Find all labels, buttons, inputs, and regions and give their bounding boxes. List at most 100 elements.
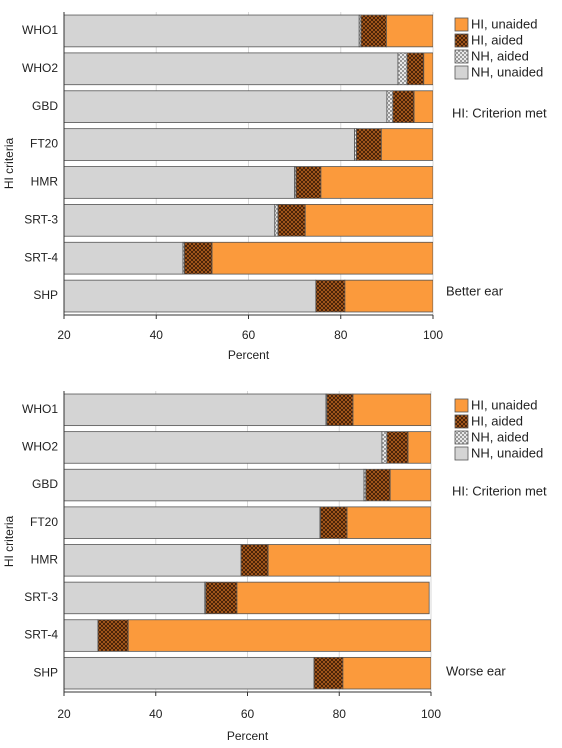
bar-segment xyxy=(64,431,383,464)
bar-segment xyxy=(320,506,348,539)
bar-segment xyxy=(365,468,391,502)
bar-segment xyxy=(64,14,360,48)
y-tick-label: SRT-3 xyxy=(24,212,58,226)
bar-segment xyxy=(304,204,433,237)
bar-segment xyxy=(64,279,317,313)
x-tick-label: 100 xyxy=(421,707,441,721)
y-tick-label: WHO1 xyxy=(22,23,58,37)
bar-segment xyxy=(64,468,365,502)
bar-segment xyxy=(413,90,433,123)
bar-segment xyxy=(380,128,433,161)
y-axis-label: HI criteria xyxy=(2,138,16,190)
y-tick-label: FT20 xyxy=(30,515,58,529)
bar-segment xyxy=(326,393,354,427)
bar-segment xyxy=(240,544,269,577)
legend-swatch xyxy=(454,65,469,80)
bar-segment xyxy=(356,128,382,161)
annotation: HI: Criterion met xyxy=(452,483,547,498)
bar-segment xyxy=(386,90,394,123)
y-tick-label: GBD xyxy=(32,99,58,113)
bar-segment xyxy=(407,431,431,464)
bar-segment xyxy=(346,506,431,539)
y-tick-label: GBD xyxy=(32,477,58,491)
bar-segment xyxy=(320,166,433,199)
bar-segment xyxy=(423,52,433,86)
legend-label: NH, aided xyxy=(471,429,529,444)
legend-swatch xyxy=(454,414,469,429)
legend-label: NH, unaided xyxy=(471,64,543,79)
x-tick-label: 100 xyxy=(423,328,443,342)
legend-label: HI, unaided xyxy=(471,16,538,31)
x-tick-label: 40 xyxy=(150,328,164,342)
legend-label: HI, aided xyxy=(471,32,523,47)
bar-segment xyxy=(236,581,430,615)
bar-segment xyxy=(392,90,415,123)
x-axis-label: Percent xyxy=(227,729,269,743)
bar-segment xyxy=(386,14,433,48)
bar-segment xyxy=(277,204,306,237)
bar-segment xyxy=(295,166,322,199)
bar-segment xyxy=(64,128,355,161)
legend-swatch xyxy=(454,398,469,413)
legend-label: HI, aided xyxy=(471,413,523,428)
legend-swatch xyxy=(454,49,469,64)
bar-segment xyxy=(389,468,431,502)
bar-segment xyxy=(386,431,409,464)
bar-segment xyxy=(64,581,206,615)
y-tick-label: WHO1 xyxy=(22,402,58,416)
bar-segment xyxy=(344,279,433,313)
bar-segment xyxy=(64,506,321,539)
bar-segment xyxy=(267,544,431,577)
bar-segment xyxy=(64,393,327,427)
legend-label: HI, unaided xyxy=(471,397,538,412)
y-tick-label: SHP xyxy=(33,288,58,302)
legend-label: NH, aided xyxy=(471,48,529,63)
y-tick-label: WHO2 xyxy=(22,440,58,454)
y-tick-label: WHO2 xyxy=(22,61,58,75)
y-tick-label: SHP xyxy=(33,665,58,679)
bar-segment xyxy=(64,241,184,275)
legend-swatch xyxy=(454,446,469,461)
annotation: Worse ear xyxy=(446,663,506,678)
bars xyxy=(64,393,431,690)
y-tick-label: SRT-3 xyxy=(24,590,58,604)
bar-segment xyxy=(64,90,388,123)
bar-segment xyxy=(313,656,344,690)
x-tick-label: 60 xyxy=(241,707,255,721)
y-tick-label: SRT-4 xyxy=(24,628,58,642)
x-tick-label: 60 xyxy=(242,328,256,342)
legend-swatch xyxy=(454,430,469,445)
y-tick-label: SRT-4 xyxy=(24,250,58,264)
bar-segment xyxy=(183,241,213,275)
bar-segment xyxy=(64,656,315,690)
bar-segment xyxy=(205,581,238,615)
bar-segment xyxy=(352,393,431,427)
x-axis-label: Percent xyxy=(228,348,270,362)
x-tick-label: 40 xyxy=(149,707,163,721)
x-tick-label: 80 xyxy=(334,328,348,342)
bar-segment xyxy=(360,14,387,48)
bars xyxy=(64,14,433,313)
bar-segment xyxy=(64,52,399,86)
y-tick-label: HMR xyxy=(31,552,59,566)
legend-swatch xyxy=(454,33,469,48)
bar-segment xyxy=(381,431,388,464)
bar-segment xyxy=(211,241,433,275)
bar-segment xyxy=(97,619,129,652)
bar-segment xyxy=(274,204,279,237)
y-tick-label: FT20 xyxy=(30,137,58,151)
bar-segment xyxy=(315,279,346,313)
y-axis-label: HI criteria xyxy=(2,516,16,568)
bar-segment xyxy=(127,619,431,652)
x-tick-label: 20 xyxy=(57,707,71,721)
legend-label: NH, unaided xyxy=(471,445,543,460)
annotation: Better ear xyxy=(446,283,504,298)
bar-segment xyxy=(397,52,408,86)
x-tick-label: 80 xyxy=(333,707,347,721)
annotation: HI: Criterion met xyxy=(452,105,547,120)
bar-segment xyxy=(406,52,425,86)
legend-swatch xyxy=(454,17,469,32)
x-tick-label: 20 xyxy=(57,328,71,342)
y-tick-label: HMR xyxy=(31,175,59,189)
